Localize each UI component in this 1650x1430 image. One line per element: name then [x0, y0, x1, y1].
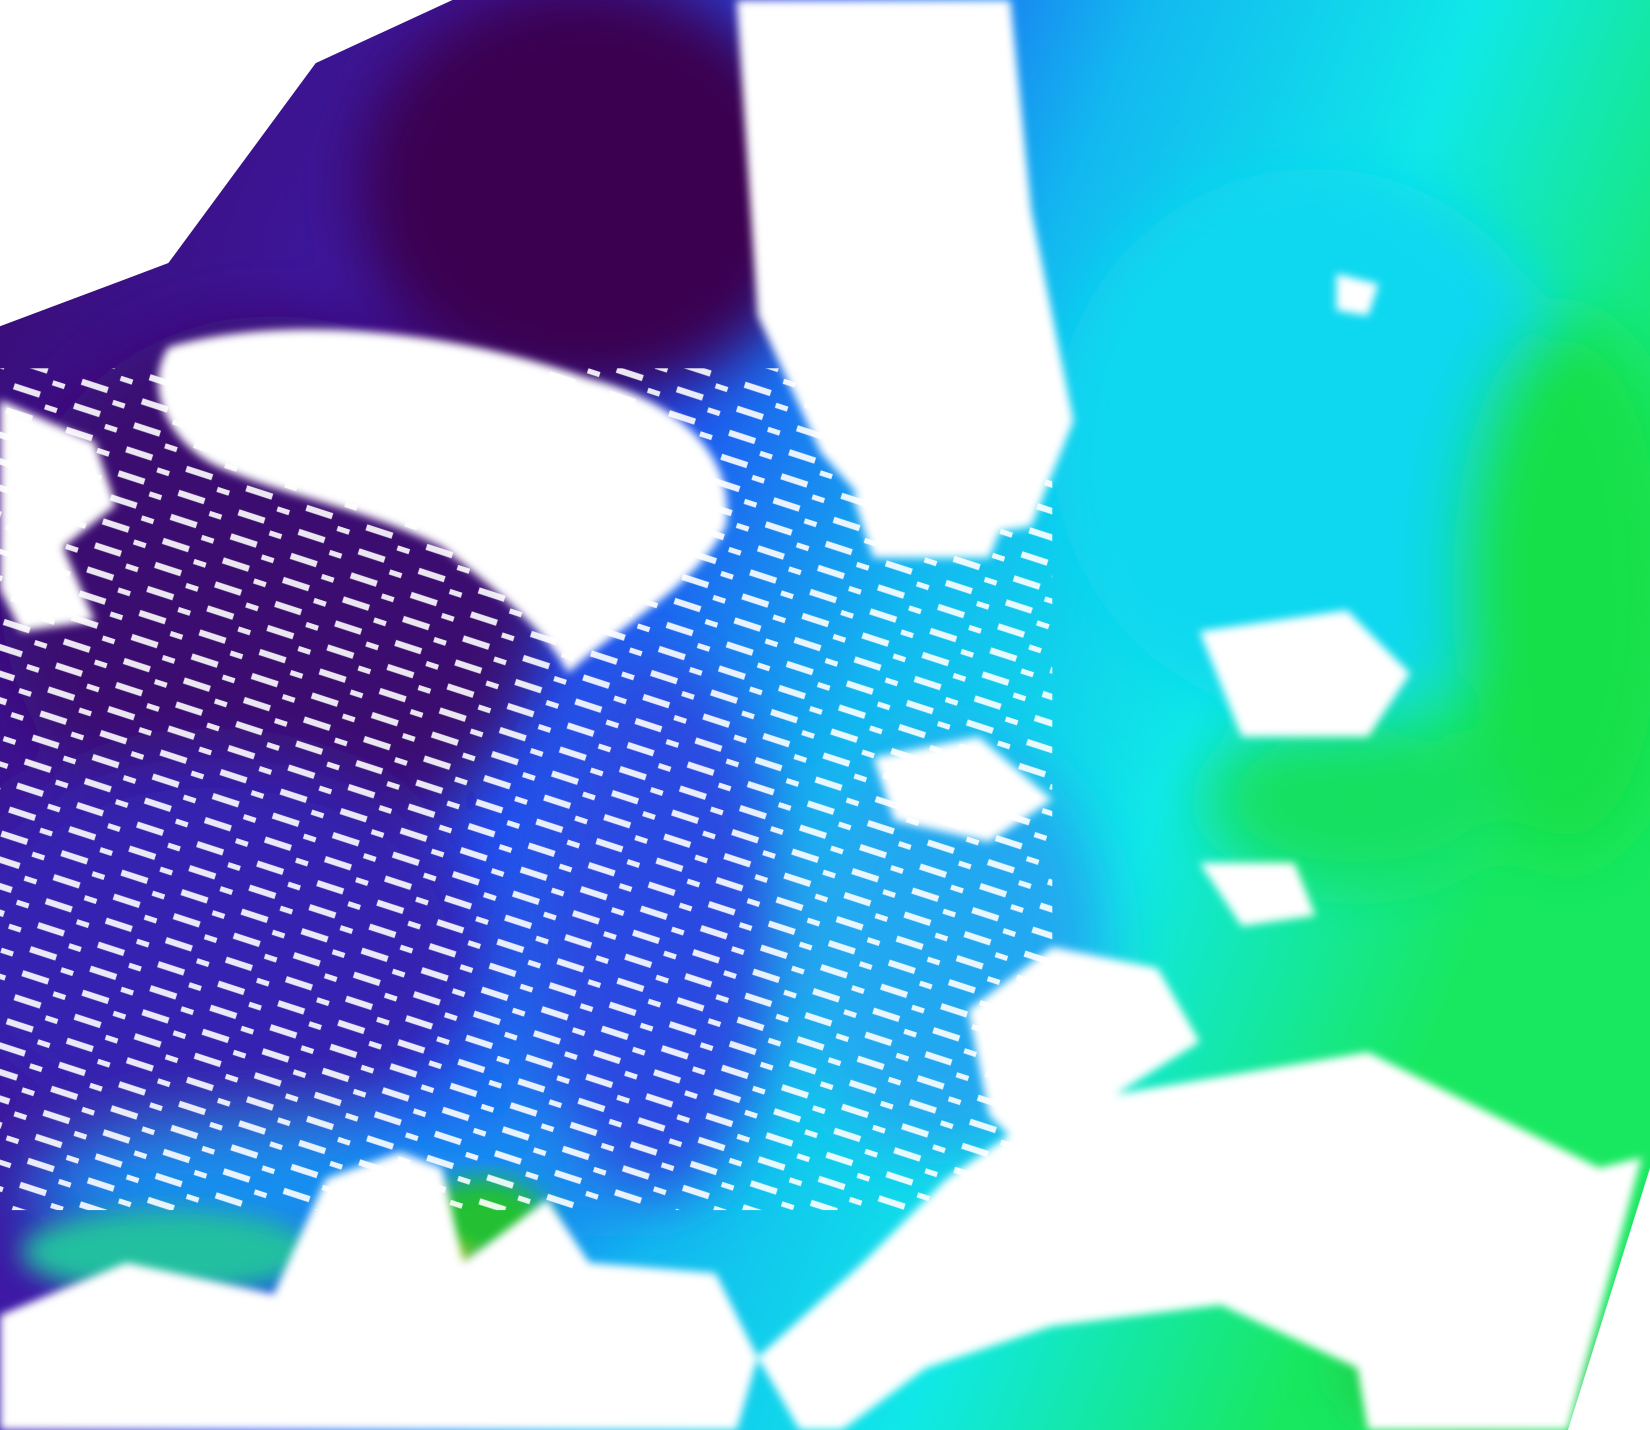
cloud-mask	[0, 0, 1642, 1430]
page: (() => { const data = JSON.parse(documen…	[0, 0, 1650, 1430]
map-image	[0, 0, 1650, 1430]
